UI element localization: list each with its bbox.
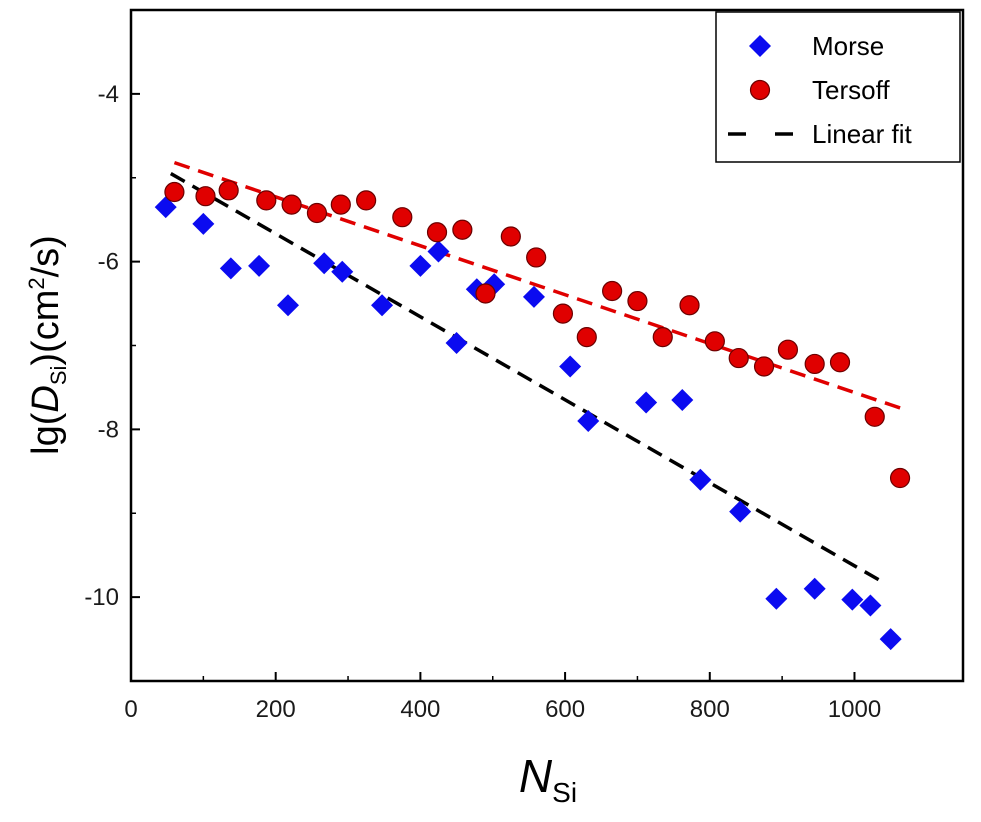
- x-axis-label-main: N: [519, 750, 553, 802]
- morse-point: [331, 260, 354, 283]
- tersoff-point: [753, 356, 775, 377]
- tersoff-point: [728, 347, 749, 369]
- tersoff-point: [306, 202, 328, 224]
- morse-point: [671, 389, 694, 412]
- axis-labels: NSi lg(DSi)(cm2/s): [24, 235, 577, 808]
- fit-lines: [169, 160, 903, 582]
- tersoff-point: [652, 327, 673, 348]
- tersoff-point: [256, 190, 277, 211]
- morse-point: [427, 240, 450, 263]
- legend-label: Morse: [812, 31, 884, 61]
- x-tick-label: 200: [256, 696, 296, 723]
- tersoff-point: [804, 353, 825, 375]
- y-tick-label: -10: [84, 584, 119, 611]
- x-tick-label: 0: [124, 696, 137, 723]
- axes: 0 200 400 600 800 1000 -10 -8 -6 -4: [84, 9, 881, 723]
- morse-point: [559, 355, 582, 378]
- y-axis-label-post: )(cm: [25, 290, 67, 366]
- tersoff-point: [330, 194, 351, 215]
- morse-point: [248, 254, 271, 277]
- legend-tersoff-marker: [749, 79, 771, 101]
- morse-point: [219, 257, 242, 280]
- plot-frame: [129, 8, 965, 683]
- tersoff-point: [777, 339, 799, 360]
- tersoff-point: [627, 290, 648, 312]
- linear-fit-line: [169, 172, 881, 582]
- morse-point: [276, 294, 299, 317]
- tersoff-point: [552, 303, 574, 324]
- morse-point: [371, 294, 394, 317]
- x-tick-label: 1000: [828, 696, 881, 723]
- tersoff-point: [218, 180, 239, 201]
- morse-point: [577, 409, 600, 432]
- y-axis-label-tail: /s): [25, 235, 67, 277]
- y-tick-label: -6: [98, 249, 119, 276]
- tersoff-point: [281, 194, 302, 215]
- x-axis-label-sub: Si: [552, 777, 577, 808]
- morse-point: [635, 391, 658, 414]
- morse-point: [765, 587, 788, 610]
- morse-point: [689, 468, 712, 491]
- morse-point: [313, 252, 336, 275]
- morse-point: [154, 196, 177, 219]
- legend: Morse Tersoff Linear fit: [715, 11, 961, 163]
- tersoff-point: [576, 327, 597, 348]
- tersoff-point: [164, 181, 185, 203]
- y-axis-label: lg(DSi)(cm2/s): [24, 235, 71, 455]
- y-axis-label-sup: 2: [24, 277, 49, 289]
- tersoff-point: [356, 190, 377, 211]
- legend-label: Tersoff: [812, 75, 890, 105]
- y-tick-label: -8: [98, 416, 119, 443]
- tersoff-point: [829, 352, 851, 373]
- tersoff-point: [426, 222, 448, 243]
- y-axis-label-sub: Si: [46, 366, 71, 386]
- morse-point: [859, 594, 882, 617]
- morse-point: [409, 254, 432, 277]
- morse-point: [522, 285, 545, 308]
- morse-point: [879, 628, 902, 651]
- tersoff-point: [602, 280, 623, 302]
- y-axis-label-var: D: [25, 385, 67, 412]
- morse-point: [445, 331, 468, 354]
- tersoff-point: [889, 467, 911, 489]
- legend-label: Linear fit: [812, 119, 912, 149]
- tersoff-point: [392, 207, 413, 228]
- x-axis-label: NSi: [519, 750, 577, 808]
- morse-point: [841, 588, 864, 611]
- tersoff-point: [475, 283, 496, 304]
- morse-point: [192, 212, 215, 235]
- x-tick-label: 800: [690, 696, 730, 723]
- data-points: [154, 180, 911, 651]
- tersoff-point: [679, 295, 700, 316]
- y-tick-label: -4: [98, 81, 119, 108]
- morse-point: [729, 500, 752, 523]
- tersoff-point: [452, 219, 473, 240]
- x-tick-label: 400: [400, 696, 440, 723]
- tersoff-point: [704, 331, 725, 352]
- legend-morse-marker: [749, 35, 771, 57]
- tersoff-point: [195, 186, 216, 207]
- tersoff-point: [864, 406, 885, 427]
- morse-point: [803, 577, 826, 600]
- y-axis-label-pre: lg(: [25, 412, 67, 455]
- tersoff-point: [526, 247, 547, 268]
- tersoff-point: [500, 226, 521, 247]
- x-tick-label: 600: [545, 696, 585, 723]
